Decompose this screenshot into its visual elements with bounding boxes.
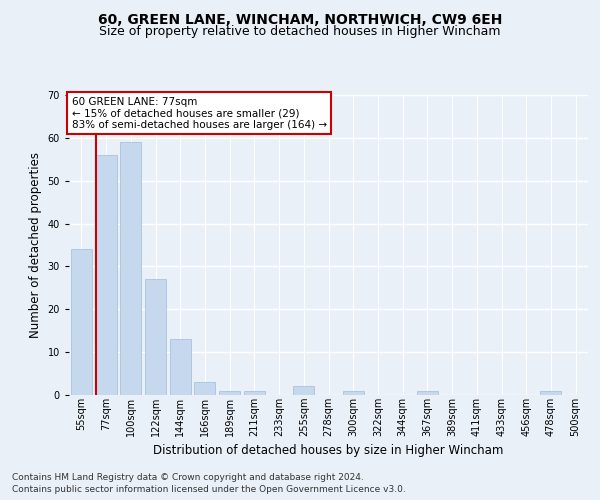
Bar [120,142,141,395]
Bar [219,390,240,395]
Bar [170,340,191,395]
Bar [194,382,215,395]
Bar [293,386,314,395]
Bar [417,390,438,395]
Text: 60, GREEN LANE, WINCHAM, NORTHWICH, CW9 6EH: 60, GREEN LANE, WINCHAM, NORTHWICH, CW9 … [98,12,502,26]
Bar [145,280,166,395]
X-axis label: Distribution of detached houses by size in Higher Wincham: Distribution of detached houses by size … [154,444,503,457]
Bar [541,390,562,395]
Text: 60 GREEN LANE: 77sqm
← 15% of detached houses are smaller (29)
83% of semi-detac: 60 GREEN LANE: 77sqm ← 15% of detached h… [71,96,327,130]
Text: Size of property relative to detached houses in Higher Wincham: Size of property relative to detached ho… [99,25,501,38]
Bar [244,390,265,395]
Y-axis label: Number of detached properties: Number of detached properties [29,152,42,338]
Bar [95,155,116,395]
Bar [343,390,364,395]
Text: Contains HM Land Registry data © Crown copyright and database right 2024.: Contains HM Land Registry data © Crown c… [12,472,364,482]
Bar [71,250,92,395]
Text: Contains public sector information licensed under the Open Government Licence v3: Contains public sector information licen… [12,485,406,494]
